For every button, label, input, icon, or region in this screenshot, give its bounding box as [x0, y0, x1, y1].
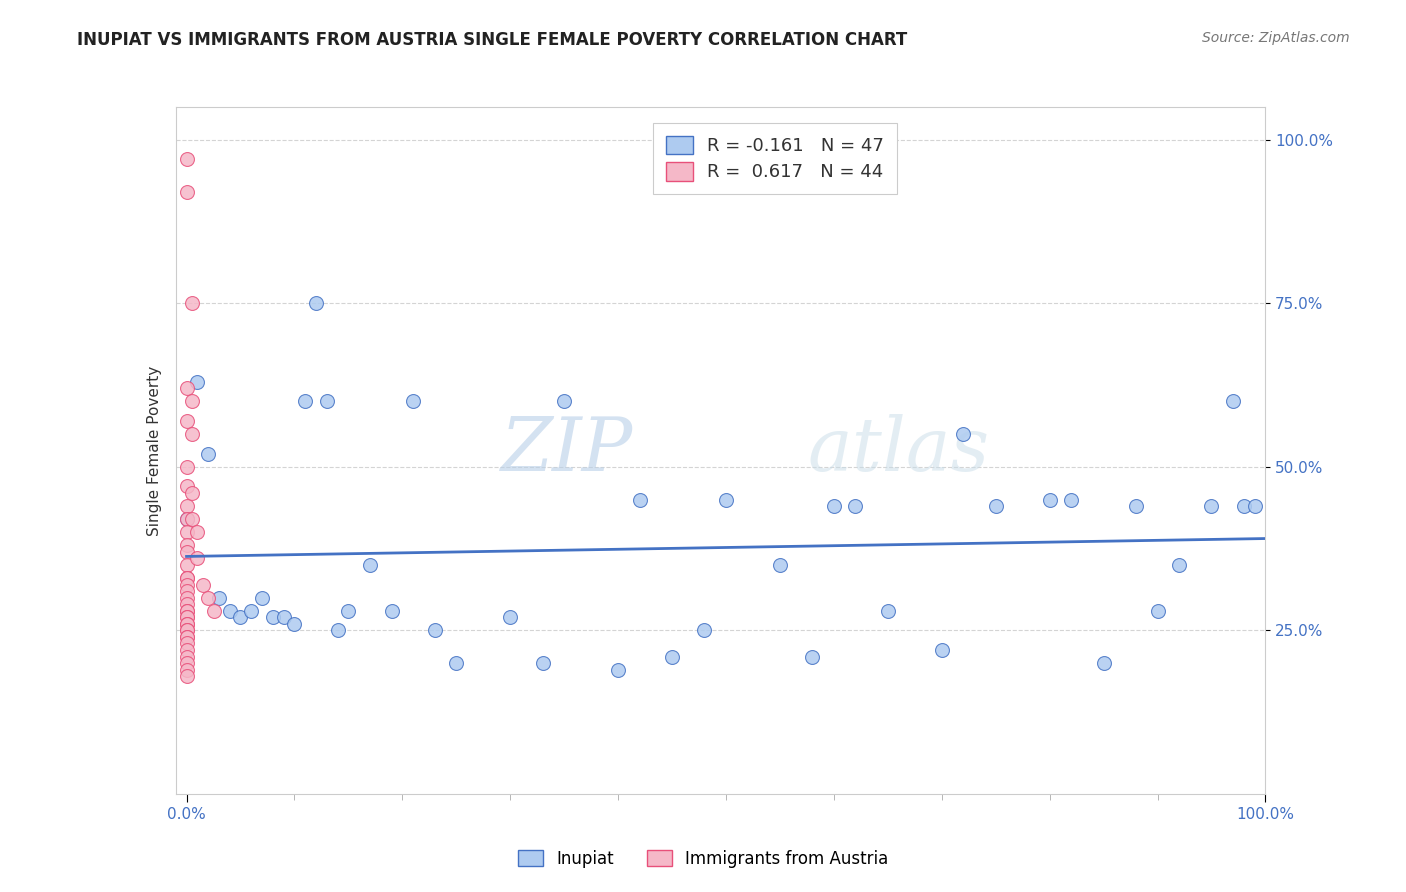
- Point: [801, 649, 824, 664]
- Point: [1125, 499, 1147, 513]
- Point: [176, 538, 198, 552]
- Point: [952, 427, 974, 442]
- Point: [191, 577, 214, 591]
- Legend: Inupiat, Immigrants from Austria: Inupiat, Immigrants from Austria: [510, 844, 896, 875]
- Point: [359, 558, 381, 572]
- Point: [531, 656, 554, 670]
- Text: Source: ZipAtlas.com: Source: ZipAtlas.com: [1202, 31, 1350, 45]
- Point: [176, 499, 198, 513]
- Point: [1243, 499, 1265, 513]
- Point: [197, 591, 219, 605]
- Point: [1222, 394, 1244, 409]
- Point: [186, 525, 208, 540]
- Point: [176, 649, 198, 664]
- Point: [380, 604, 402, 618]
- Point: [876, 604, 898, 618]
- Text: INUPIAT VS IMMIGRANTS FROM AUSTRIA SINGLE FEMALE POVERTY CORRELATION CHART: INUPIAT VS IMMIGRANTS FROM AUSTRIA SINGL…: [77, 31, 908, 49]
- Y-axis label: Single Female Poverty: Single Female Poverty: [146, 366, 162, 535]
- Point: [176, 381, 198, 395]
- Point: [984, 499, 1007, 513]
- Point: [176, 512, 198, 526]
- Point: [446, 656, 468, 670]
- Point: [1060, 492, 1083, 507]
- Point: [197, 447, 219, 461]
- Point: [273, 610, 295, 624]
- Point: [176, 591, 198, 605]
- Point: [844, 499, 866, 513]
- Point: [283, 616, 305, 631]
- Point: [208, 591, 231, 605]
- Point: [262, 610, 284, 624]
- Point: [305, 296, 328, 310]
- Point: [240, 604, 263, 618]
- Point: [176, 525, 198, 540]
- Point: [176, 545, 198, 559]
- Point: [250, 591, 273, 605]
- Point: [769, 558, 792, 572]
- Point: [326, 624, 349, 638]
- Point: [714, 492, 737, 507]
- Point: [202, 604, 225, 618]
- Point: [1233, 499, 1256, 513]
- Point: [181, 512, 204, 526]
- Text: atlas: atlas: [807, 414, 990, 487]
- Point: [176, 153, 198, 167]
- Point: [176, 616, 198, 631]
- Point: [1092, 656, 1115, 670]
- Point: [1039, 492, 1062, 507]
- Point: [931, 643, 953, 657]
- Point: [181, 394, 204, 409]
- Point: [176, 597, 198, 611]
- Point: [176, 479, 198, 493]
- Point: [176, 512, 198, 526]
- Point: [176, 624, 198, 638]
- Point: [176, 604, 198, 618]
- Point: [176, 663, 198, 677]
- Point: [294, 394, 316, 409]
- Point: [499, 610, 522, 624]
- Point: [176, 584, 198, 599]
- Point: [176, 636, 198, 650]
- Point: [1146, 604, 1168, 618]
- Point: [402, 394, 425, 409]
- Point: [218, 604, 240, 618]
- Point: [315, 394, 337, 409]
- Point: [176, 610, 198, 624]
- Point: [181, 486, 204, 500]
- Text: ZIP: ZIP: [501, 414, 633, 487]
- Point: [176, 558, 198, 572]
- Point: [423, 624, 446, 638]
- Point: [176, 577, 198, 591]
- Point: [176, 630, 198, 644]
- Point: [176, 616, 198, 631]
- Point: [186, 551, 208, 566]
- Point: [553, 394, 575, 409]
- Point: [176, 624, 198, 638]
- Point: [628, 492, 651, 507]
- Point: [337, 604, 360, 618]
- Legend: R = -0.161   N = 47, R =  0.617   N = 44: R = -0.161 N = 47, R = 0.617 N = 44: [654, 123, 897, 194]
- Point: [1168, 558, 1191, 572]
- Point: [186, 375, 208, 389]
- Point: [176, 571, 198, 585]
- Point: [181, 296, 204, 310]
- Point: [176, 604, 198, 618]
- Point: [229, 610, 252, 624]
- Point: [176, 185, 198, 199]
- Point: [176, 643, 198, 657]
- Point: [661, 649, 683, 664]
- Point: [181, 427, 204, 442]
- Point: [693, 624, 716, 638]
- Point: [607, 663, 630, 677]
- Point: [176, 630, 198, 644]
- Point: [176, 414, 198, 428]
- Point: [176, 610, 198, 624]
- Point: [176, 669, 198, 683]
- Point: [176, 656, 198, 670]
- Point: [176, 459, 198, 474]
- Point: [176, 571, 198, 585]
- Point: [1201, 499, 1223, 513]
- Point: [823, 499, 845, 513]
